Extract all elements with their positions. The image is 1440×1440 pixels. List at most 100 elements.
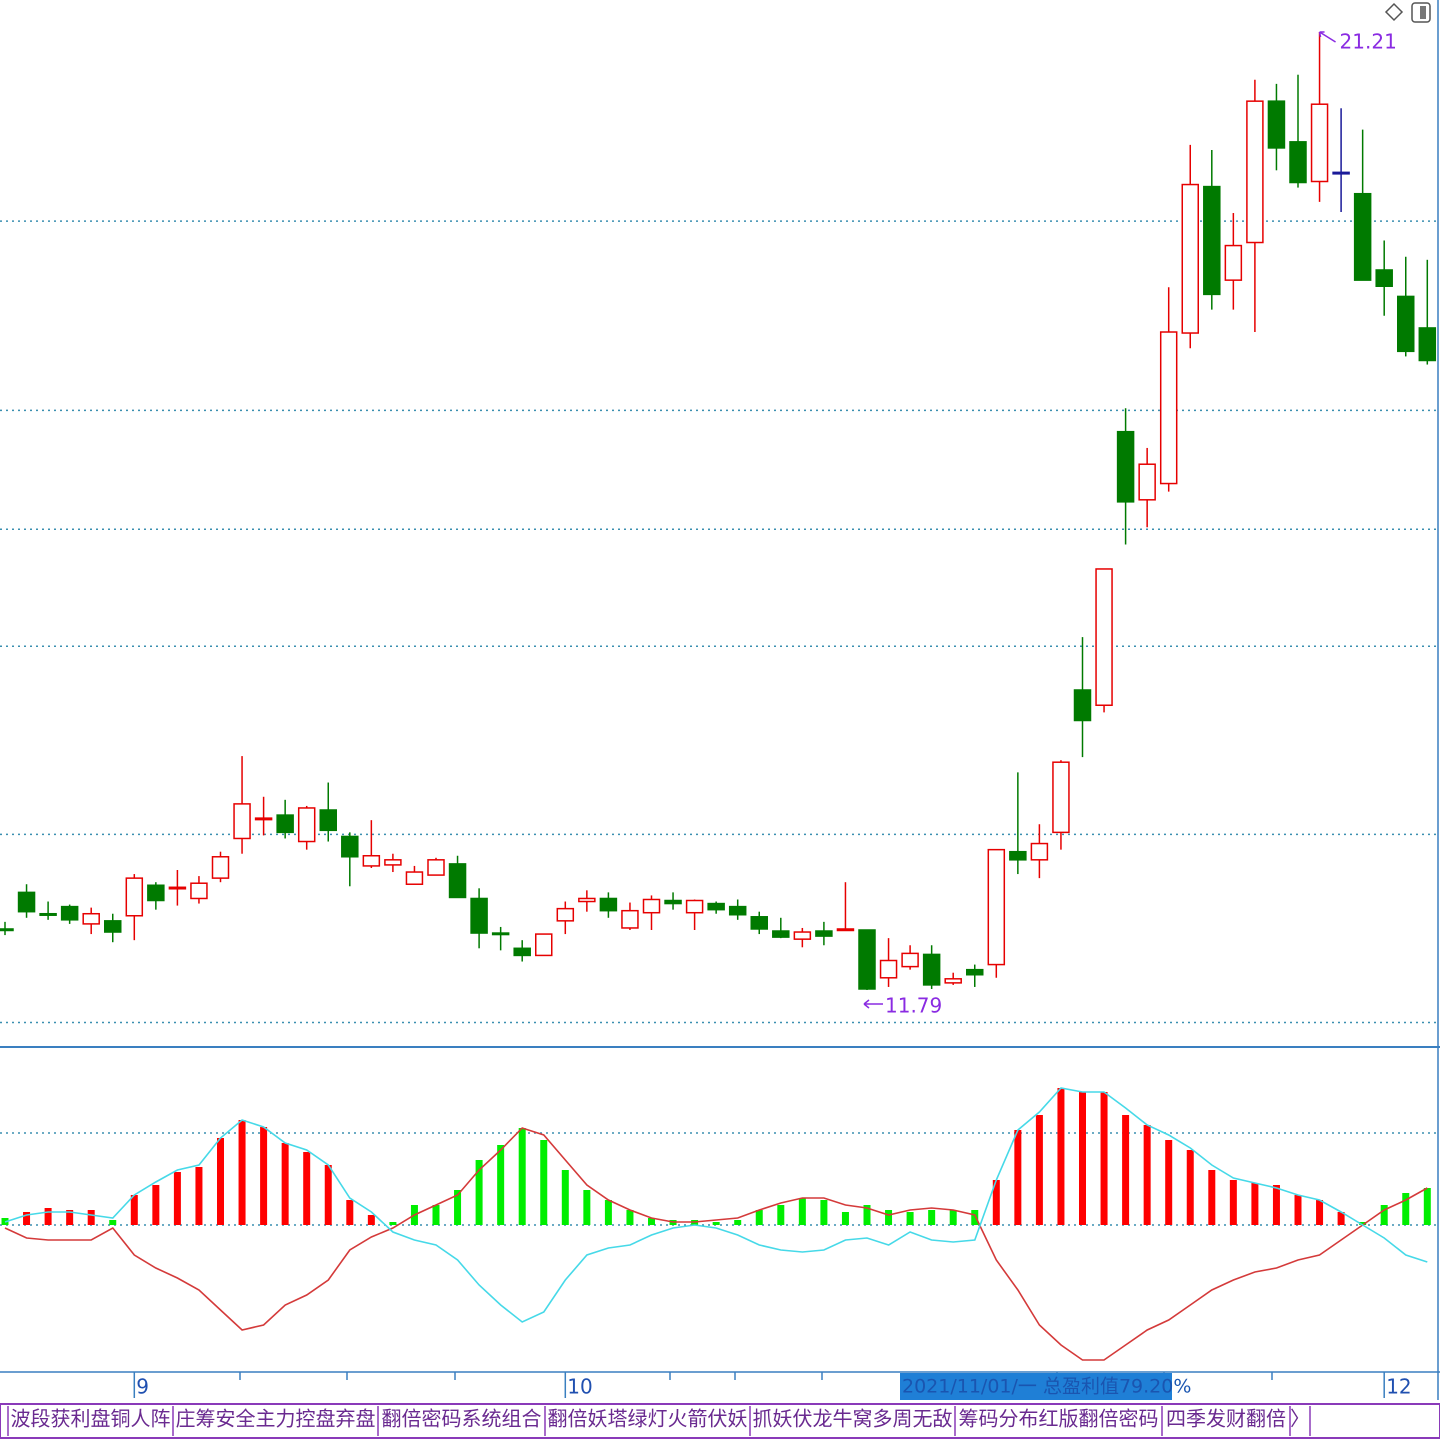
- candle-body: [728, 905, 747, 916]
- candle-body: [254, 817, 273, 821]
- candle-body: [82, 912, 100, 925]
- macd-bar: [432, 1205, 440, 1225]
- tab[interactable]: 翻倍密码系统组合: [382, 1407, 542, 1431]
- tab[interactable]: 四季发财翻倍: [1166, 1407, 1286, 1431]
- candle-body: [1052, 761, 1070, 834]
- macd-bar: [303, 1152, 311, 1225]
- macd-bar: [475, 1160, 483, 1225]
- tab[interactable]: 翻倍妖塔绿灯火箭伏妖: [548, 1407, 748, 1431]
- top-icons[interactable]: [1384, 2, 1431, 23]
- candle-body: [17, 891, 36, 913]
- candle-body: [901, 952, 919, 968]
- candle-body: [836, 928, 855, 932]
- macd-bar: [367, 1215, 375, 1225]
- candle-body: [1095, 568, 1113, 706]
- macd-line: [4, 1127, 1428, 1361]
- candle-body: [1116, 430, 1135, 503]
- macd-bar: [1337, 1212, 1345, 1225]
- candle-body: [1310, 103, 1329, 183]
- macd-bar: [454, 1190, 462, 1225]
- tab[interactable]: 〉: [1290, 1407, 1310, 1431]
- candle-body: [168, 886, 187, 890]
- macd-bar: [841, 1212, 849, 1225]
- macd-bar: [949, 1210, 957, 1225]
- candle-body: [513, 947, 531, 957]
- candle-body: [707, 902, 725, 911]
- candle-body: [858, 929, 876, 990]
- annotation-label: 21.21: [1340, 30, 1397, 54]
- candle-body: [922, 953, 941, 986]
- macd-bar: [1380, 1205, 1388, 1225]
- candle-body: [470, 897, 488, 934]
- macd-bar: [712, 1222, 720, 1225]
- candle-body: [1353, 192, 1372, 281]
- macd-bar: [648, 1218, 655, 1225]
- candle-body: [1375, 269, 1393, 287]
- month-label: 9: [136, 1375, 149, 1399]
- macd-bar: [1122, 1115, 1130, 1225]
- macd-bar: [1100, 1092, 1108, 1225]
- candle-body: [1203, 185, 1221, 296]
- macd-bar: [44, 1208, 52, 1225]
- candle-body: [384, 859, 402, 866]
- tab[interactable]: 波段获利盘铜人阵: [11, 1407, 171, 1431]
- macd-bar: [1402, 1193, 1410, 1225]
- candle-body: [1289, 141, 1307, 184]
- macd-bar: [1359, 1222, 1367, 1225]
- candle-body: [599, 897, 618, 912]
- macd-bar: [1316, 1200, 1324, 1225]
- macd-bar: [1208, 1170, 1216, 1225]
- macd-bar: [130, 1195, 138, 1225]
- macd-bar: [152, 1185, 160, 1225]
- panel-icon-fill: [1420, 6, 1426, 19]
- candle-body: [750, 916, 768, 930]
- macd-bar: [755, 1210, 763, 1225]
- macd-bar: [928, 1210, 936, 1225]
- candle-body: [987, 848, 1006, 966]
- tab[interactable]: 筹码分布红版翻倍密码: [959, 1407, 1159, 1431]
- candle-body: [815, 930, 833, 937]
- candle-body: [1267, 100, 1286, 149]
- diamond-icon[interactable]: [1384, 2, 1404, 22]
- tab[interactable]: 抓妖伏龙牛窝多周无敌: [753, 1407, 953, 1431]
- macd-bar: [217, 1138, 224, 1225]
- macd-bar: [863, 1205, 871, 1225]
- macd-bar: [626, 1210, 634, 1225]
- candle-body: [0, 928, 14, 932]
- macd-bar: [87, 1210, 95, 1225]
- candle-body: [341, 835, 359, 858]
- macd-line: [4, 1087, 1428, 1323]
- candle-body: [276, 814, 294, 834]
- macd-bar: [1014, 1130, 1022, 1225]
- candle-body: [685, 899, 704, 914]
- candle-body: [1181, 183, 1199, 334]
- macd-bar: [324, 1165, 332, 1225]
- macd-bar: [1186, 1150, 1194, 1225]
- candle-body: [1073, 689, 1092, 722]
- annotation-arrow: [863, 999, 883, 1009]
- macd-bar: [540, 1140, 548, 1225]
- tab-bar: [0, 1403, 1440, 1439]
- candle-body: [966, 968, 984, 976]
- macd-bar: [109, 1220, 117, 1225]
- macd-bar: [1079, 1092, 1086, 1225]
- macd-bar: [561, 1170, 569, 1225]
- candle-body: [1246, 100, 1264, 244]
- macd-bar: [777, 1205, 785, 1225]
- macd-bar: [798, 1198, 806, 1225]
- macd-bar: [238, 1120, 246, 1225]
- date-box: [900, 1373, 1172, 1400]
- candle-body: [233, 803, 251, 840]
- tab[interactable]: 庄筹安全主力控盘弃盘: [176, 1407, 376, 1431]
- panel-icon[interactable]: [1411, 2, 1431, 23]
- candle-body: [1397, 295, 1415, 353]
- candle-body: [879, 959, 898, 979]
- macd-bar: [820, 1200, 828, 1225]
- candle-body: [39, 912, 57, 916]
- macd-bar: [1057, 1088, 1065, 1225]
- candle-body: [405, 871, 424, 885]
- candle-body: [60, 905, 79, 921]
- candle-body: [104, 920, 122, 933]
- macd-bar: [734, 1220, 742, 1225]
